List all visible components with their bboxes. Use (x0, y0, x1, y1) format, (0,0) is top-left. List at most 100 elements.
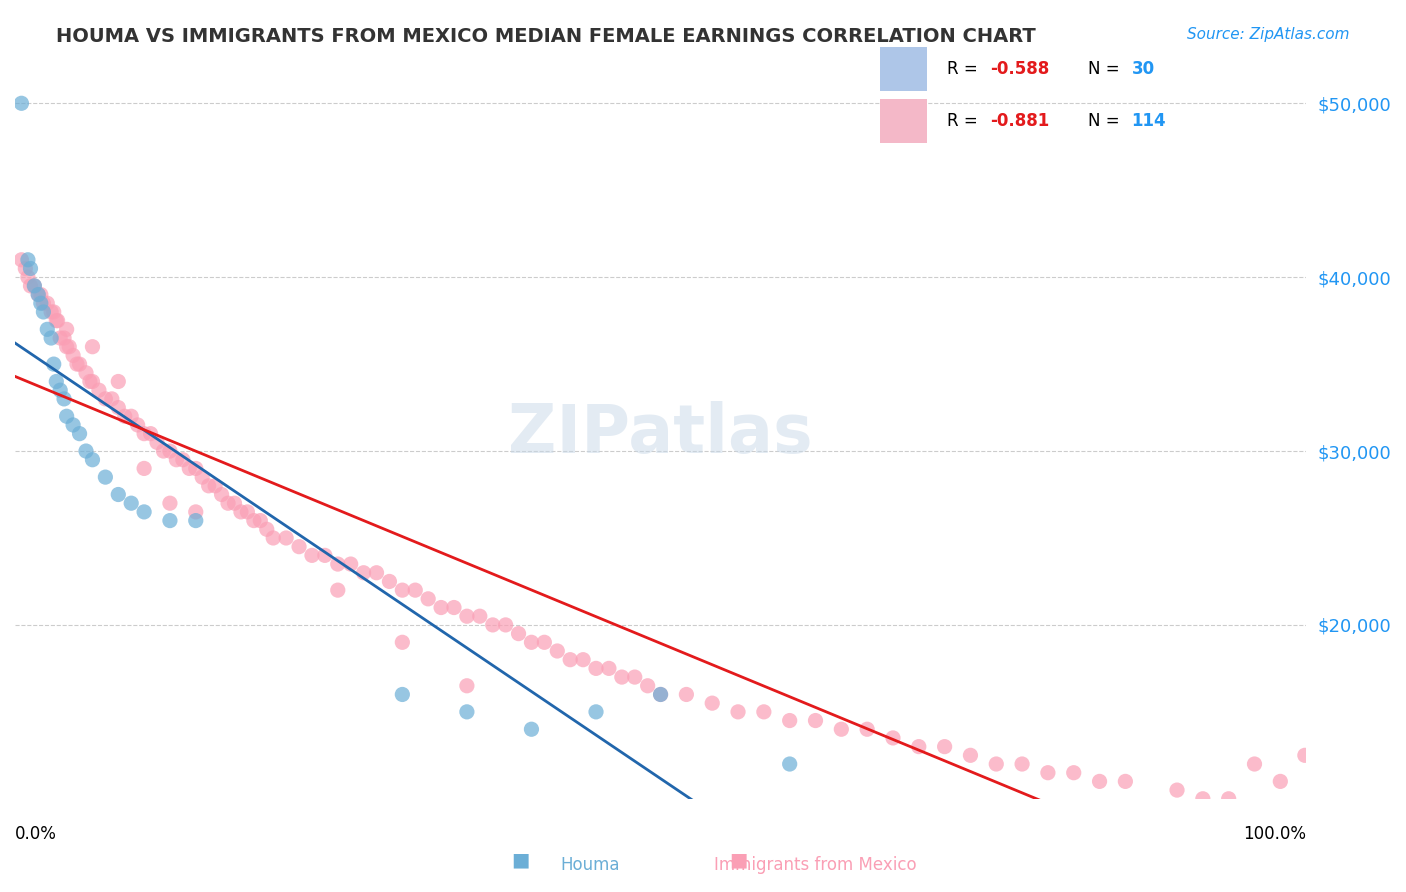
Immigrants from Mexico (1011, 757, 1033, 772)
Immigrants from Mexico (53, 331, 76, 345)
Immigrants from Mexico (598, 661, 620, 675)
Immigrants from Mexico (404, 583, 426, 598)
Text: N =: N = (1088, 60, 1125, 78)
Houma (45, 375, 67, 389)
Text: R =: R = (946, 60, 983, 78)
Text: Immigrants from Mexico: Immigrants from Mexico (714, 856, 917, 874)
Houma (159, 514, 181, 528)
Immigrants from Mexico (560, 653, 582, 667)
Houma (53, 392, 76, 406)
Text: ■: ■ (728, 851, 748, 870)
Houma (120, 496, 142, 510)
Immigrants from Mexico (159, 496, 181, 510)
Immigrants from Mexico (326, 583, 349, 598)
Text: 114: 114 (1132, 112, 1166, 130)
Immigrants from Mexico (959, 748, 981, 763)
Immigrants from Mexico (55, 340, 77, 354)
FancyBboxPatch shape (880, 47, 927, 91)
Immigrants from Mexico (546, 644, 568, 658)
Immigrants from Mexico (87, 383, 110, 397)
Houma (62, 417, 84, 432)
Houma (107, 487, 129, 501)
Immigrants from Mexico (650, 688, 672, 702)
Immigrants from Mexico (856, 723, 879, 737)
Immigrants from Mexico (45, 313, 67, 327)
Houma (69, 426, 91, 441)
Immigrants from Mexico (229, 505, 252, 519)
Immigrants from Mexico (391, 635, 413, 649)
Immigrants from Mexico (804, 714, 827, 728)
Houma (49, 383, 72, 397)
Immigrants from Mexico (495, 618, 517, 632)
Immigrants from Mexico (520, 635, 543, 649)
Immigrants from Mexico (132, 461, 155, 475)
Houma (32, 305, 55, 319)
Text: ■: ■ (510, 851, 530, 870)
Immigrants from Mexico (243, 514, 266, 528)
Immigrants from Mexico (197, 479, 219, 493)
Immigrants from Mexico (314, 549, 336, 563)
Immigrants from Mexico (179, 461, 201, 475)
FancyBboxPatch shape (880, 99, 927, 143)
Immigrants from Mexico (443, 600, 465, 615)
Immigrants from Mexico (986, 757, 1008, 772)
Text: N =: N = (1088, 112, 1125, 130)
Immigrants from Mexico (301, 549, 323, 563)
Immigrants from Mexico (191, 470, 214, 484)
Immigrants from Mexico (49, 331, 72, 345)
Text: 30: 30 (1132, 60, 1154, 78)
Immigrants from Mexico (1063, 765, 1085, 780)
Text: Houma: Houma (561, 856, 620, 874)
Immigrants from Mexico (55, 322, 77, 336)
Immigrants from Mexico (172, 452, 194, 467)
Immigrants from Mexico (114, 409, 136, 424)
Houma (94, 470, 117, 484)
Immigrants from Mexico (94, 392, 117, 406)
Immigrants from Mexico (66, 357, 89, 371)
Immigrants from Mexico (675, 688, 697, 702)
Houma (75, 444, 97, 458)
Immigrants from Mexico (184, 461, 207, 475)
Immigrants from Mexico (585, 661, 607, 675)
Text: Source: ZipAtlas.com: Source: ZipAtlas.com (1187, 27, 1350, 42)
Immigrants from Mexico (42, 305, 65, 319)
Immigrants from Mexico (82, 375, 104, 389)
Immigrants from Mexico (326, 557, 349, 571)
Immigrants from Mexico (236, 505, 259, 519)
Immigrants from Mexico (204, 479, 226, 493)
Immigrants from Mexico (637, 679, 659, 693)
Text: ZIPatlas: ZIPatlas (508, 401, 813, 467)
Immigrants from Mexico (882, 731, 904, 745)
Immigrants from Mexico (418, 591, 440, 606)
Immigrants from Mexico (468, 609, 491, 624)
Houma (132, 505, 155, 519)
Immigrants from Mexico (430, 600, 453, 615)
Immigrants from Mexico (30, 287, 52, 301)
Immigrants from Mexico (120, 409, 142, 424)
Immigrants from Mexico (456, 609, 478, 624)
Houma (391, 688, 413, 702)
Immigrants from Mexico (378, 574, 401, 589)
Immigrants from Mexico (934, 739, 956, 754)
Text: HOUMA VS IMMIGRANTS FROM MEXICO MEDIAN FEMALE EARNINGS CORRELATION CHART: HOUMA VS IMMIGRANTS FROM MEXICO MEDIAN F… (56, 27, 1036, 45)
Immigrants from Mexico (508, 626, 530, 640)
Immigrants from Mexico (184, 505, 207, 519)
Houma (184, 514, 207, 528)
Immigrants from Mexico (391, 583, 413, 598)
Immigrants from Mexico (610, 670, 633, 684)
Immigrants from Mexico (288, 540, 311, 554)
Immigrants from Mexico (10, 252, 32, 267)
Houma (779, 757, 801, 772)
Immigrants from Mexico (702, 696, 724, 710)
Text: R =: R = (946, 112, 983, 130)
Immigrants from Mexico (256, 522, 278, 536)
Text: 100.0%: 100.0% (1243, 825, 1306, 843)
Houma (10, 96, 32, 111)
Immigrants from Mexico (224, 496, 246, 510)
Immigrants from Mexico (1270, 774, 1292, 789)
Immigrants from Mexico (165, 452, 187, 467)
Houma (456, 705, 478, 719)
Immigrants from Mexico (1243, 757, 1265, 772)
Immigrants from Mexico (107, 375, 129, 389)
Immigrants from Mexico (217, 496, 239, 510)
